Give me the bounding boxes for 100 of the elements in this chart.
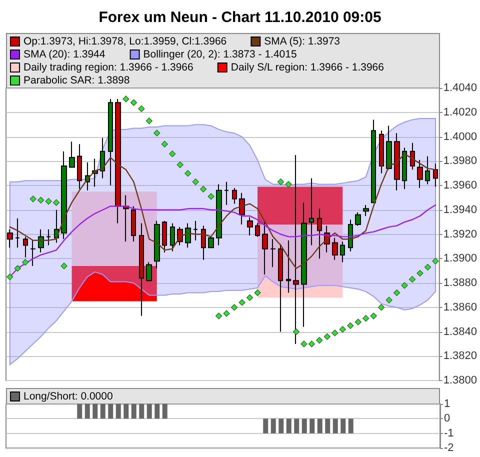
point [408, 276, 416, 283]
candlestick [201, 225, 206, 260]
candlestick [108, 98, 113, 186]
y-tick-label: 0 [444, 412, 450, 425]
legend-label: Bollinger (20, 2): 1.3873 - 1.4015 [143, 48, 297, 60]
candlestick [270, 238, 276, 268]
candlestick [15, 218, 20, 248]
point [200, 186, 207, 192]
point [38, 196, 44, 204]
y-tick-label: 1.4020 [443, 106, 478, 118]
candlestick [433, 163, 438, 188]
y-tick-label: 1.4000 [443, 130, 478, 143]
candlestick [61, 150, 67, 240]
point [292, 328, 300, 336]
candlestick [340, 241, 345, 263]
candlestick [185, 222, 191, 248]
point [238, 299, 246, 306]
point [401, 282, 408, 289]
y-tick-label: 1.3820 [443, 350, 478, 362]
legend-label: Daily trading region: 1.3966 - 1.3966 [24, 62, 194, 74]
point [300, 340, 308, 348]
point [324, 333, 330, 340]
candlestick [239, 192, 245, 225]
candlestick [286, 240, 291, 294]
candlestick [371, 119, 376, 204]
candlestick [293, 154, 299, 344]
candlestick [123, 194, 129, 242]
legend-label: Daily S/L region: 1.3966 - 1.3966 [230, 62, 384, 74]
candlestick [170, 222, 175, 252]
point [45, 198, 52, 205]
candlestick [348, 219, 353, 252]
point [122, 96, 130, 102]
y-tick-label: 1.3860 [443, 301, 478, 314]
candlestick [23, 236, 28, 258]
candlestick [92, 158, 98, 188]
y-tick-label: 1.3900 [443, 252, 478, 265]
candlestick [232, 187, 237, 204]
point [308, 340, 315, 348]
candlestick [425, 156, 430, 185]
candlestick [379, 130, 384, 174]
candlestick [162, 220, 167, 254]
point [14, 265, 21, 272]
candlestick [363, 204, 369, 216]
candlestick [262, 222, 268, 275]
candlestick [355, 212, 361, 226]
point [332, 330, 338, 336]
candlestick [317, 208, 322, 260]
point [416, 270, 424, 277]
candlestick [193, 220, 198, 241]
point [30, 196, 36, 202]
point [6, 274, 14, 280]
point [223, 310, 230, 317]
y-tick-label: 1.3960 [443, 180, 478, 192]
candlestick [394, 132, 400, 191]
candlestick [77, 144, 82, 190]
point [370, 312, 377, 320]
point [146, 118, 152, 124]
candlestick [224, 181, 229, 206]
candlestick [301, 202, 307, 328]
point [130, 99, 137, 106]
point [60, 262, 68, 270]
point [285, 180, 292, 188]
candlestick [216, 184, 222, 246]
candlestick [417, 159, 423, 188]
point [184, 170, 192, 177]
candlestick [115, 98, 121, 224]
point [316, 336, 323, 344]
candlestick [30, 240, 36, 266]
candlestick [69, 141, 75, 168]
candlestick [139, 222, 144, 316]
point [22, 258, 29, 266]
legend-label: SMA (20): 1.3944 [24, 48, 106, 60]
y-tick-label: 1.3920 [443, 228, 478, 240]
candlestick [402, 147, 407, 190]
candlestick [100, 137, 105, 179]
point [339, 326, 346, 333]
candlestick [7, 228, 13, 248]
candlestick [386, 125, 392, 170]
candlestick [154, 220, 160, 269]
point [138, 105, 145, 112]
candlestick [410, 142, 415, 170]
point [347, 322, 354, 329]
candlestick [278, 244, 283, 332]
candlestick [309, 178, 314, 246]
y-tick-label: -2 [444, 442, 454, 454]
point [216, 312, 222, 320]
y-tick-label: 1.4040 [443, 82, 478, 94]
point [154, 130, 160, 136]
candlestick [247, 216, 253, 236]
y-tick-label: 1.3880 [443, 277, 478, 289]
candlestick [46, 228, 51, 246]
point [432, 258, 439, 264]
point [386, 296, 392, 304]
point [378, 304, 385, 311]
point [176, 161, 184, 168]
point [161, 140, 168, 148]
candlestick [208, 236, 214, 248]
point [362, 315, 370, 322]
candlestick [131, 206, 136, 242]
point [192, 178, 199, 186]
